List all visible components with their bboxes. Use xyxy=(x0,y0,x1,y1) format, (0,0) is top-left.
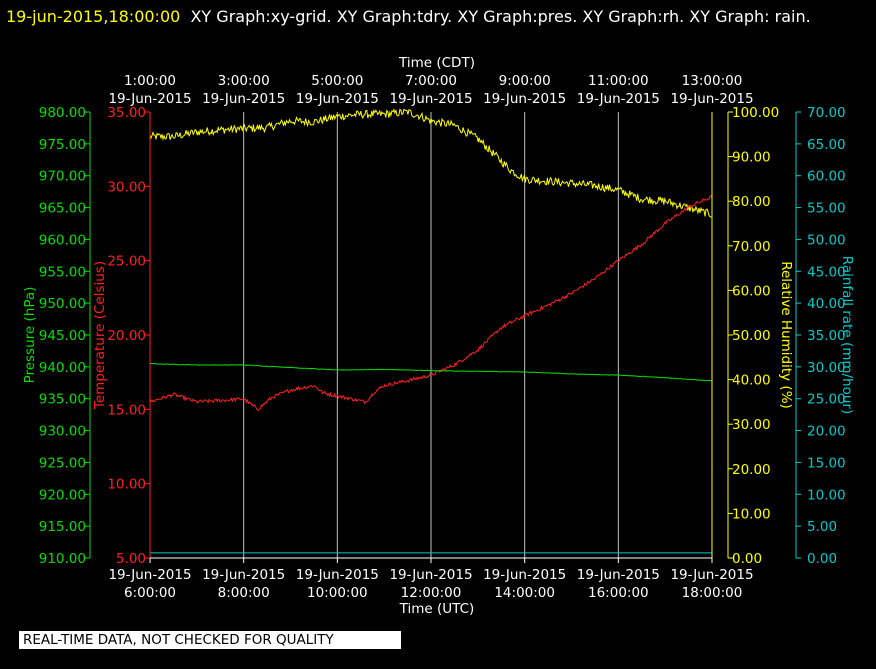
top-tick-date: 19-Jun-2015 xyxy=(202,91,285,107)
rain-axis-title: Rainfall rate (mm/hour) xyxy=(839,256,855,415)
rain-tick-label: 70.00 xyxy=(807,105,846,121)
rain-tick-label: 35.00 xyxy=(807,328,846,344)
top-tick-date: 19-Jun-2015 xyxy=(389,91,472,107)
bottom-tick-date: 19-Jun-2015 xyxy=(483,567,566,583)
grid-lines xyxy=(243,112,619,558)
bottom-tick-time: 6:00:00 xyxy=(124,585,176,601)
quality-warning-banner: REAL-TIME DATA, NOT CHECKED FOR QUALITY xyxy=(19,631,401,649)
graph-timestamp: 19-jun-2015,18:00:00 xyxy=(6,7,181,26)
top-tick-time: 7:00:00 xyxy=(405,73,457,89)
series-lines xyxy=(149,108,713,554)
top-tick-date: 19-Jun-2015 xyxy=(577,91,660,107)
rain-tick-label: 30.00 xyxy=(807,360,846,376)
rain-tick-label: 15.00 xyxy=(807,455,846,471)
top-tick-date: 19-Jun-2015 xyxy=(670,91,753,107)
rain-tick-label: 10.00 xyxy=(807,487,846,503)
rain-tick-label: 0.00 xyxy=(807,551,837,567)
humidity-tick-label: 80.00 xyxy=(732,194,771,210)
pressure-tick-label: 920.00 xyxy=(39,487,86,503)
graph-series-list: XY Graph:xy-grid. XY Graph:tdry. XY Grap… xyxy=(190,7,811,26)
humidity-tick-label: 70.00 xyxy=(732,239,771,255)
rain-tick-label: 45.00 xyxy=(807,264,846,280)
humidity-series-line xyxy=(149,108,712,218)
top-tick-date: 19-Jun-2015 xyxy=(483,91,566,107)
pressure-tick-label: 950.00 xyxy=(39,296,86,312)
bottom-tick-time: 10:00:00 xyxy=(307,585,368,601)
temperature-tick-label: 10.00 xyxy=(107,477,146,493)
pressure-tick-label: 960.00 xyxy=(39,232,86,248)
graph-title-bar: 19-jun-2015,18:00:00 XY Graph:xy-grid. X… xyxy=(6,2,866,31)
bottom-tick-date: 19-Jun-2015 xyxy=(108,567,191,583)
pressure-tick-label: 930.00 xyxy=(39,424,86,440)
top-tick-time: 1:00:00 xyxy=(124,73,176,89)
rain-tick-label: 60.00 xyxy=(807,169,846,185)
bottom-tick-time: 8:00:00 xyxy=(218,585,270,601)
pressure-tick-label: 935.00 xyxy=(39,392,86,408)
temperature-tick-label: 35.00 xyxy=(107,105,146,121)
humidity-tick-label: 50.00 xyxy=(732,328,771,344)
pressure-tick-label: 940.00 xyxy=(39,360,86,376)
bottom-tick-date: 19-Jun-2015 xyxy=(577,567,660,583)
rain-tick-label: 20.00 xyxy=(807,424,846,440)
rain-tick-label: 25.00 xyxy=(807,392,846,408)
temperature-series-line xyxy=(149,194,713,411)
humidity-axis-title: Relative Humidity (%) xyxy=(778,261,794,409)
pressure-axis-title: Pressure (hPa) xyxy=(22,287,38,384)
humidity-tick-label: 60.00 xyxy=(732,283,771,299)
rain-tick-label: 55.00 xyxy=(807,201,846,217)
rain-tick-label: 65.00 xyxy=(807,137,846,153)
bottom-tick-date: 19-Jun-2015 xyxy=(389,567,472,583)
top-axis-title: Time (CDT) xyxy=(398,55,475,71)
pressure-tick-label: 910.00 xyxy=(39,551,86,567)
rain-tick-label: 40.00 xyxy=(807,296,846,312)
temperature-tick-label: 20.00 xyxy=(107,328,146,344)
humidity-tick-label: 10.00 xyxy=(732,506,771,522)
humidity-tick-label: 90.00 xyxy=(732,150,771,166)
top-tick-date: 19-Jun-2015 xyxy=(296,91,379,107)
pressure-tick-label: 955.00 xyxy=(39,264,86,280)
bottom-tick-date: 19-Jun-2015 xyxy=(670,567,753,583)
bottom-axis-title: Time (UTC) xyxy=(399,601,475,617)
bottom-tick-date: 19-Jun-2015 xyxy=(296,567,379,583)
pressure-tick-label: 925.00 xyxy=(39,455,86,471)
top-tick-time: 11:00:00 xyxy=(588,73,649,89)
pressure-tick-label: 945.00 xyxy=(39,328,86,344)
top-tick-time: 13:00:00 xyxy=(682,73,743,89)
bottom-tick-time: 16:00:00 xyxy=(588,585,649,601)
pressure-tick-label: 965.00 xyxy=(39,201,86,217)
temperature-axis-title: Temperature (Celsius) xyxy=(92,261,108,410)
humidity-tick-label: 100.00 xyxy=(732,105,779,121)
humidity-tick-label: 20.00 xyxy=(732,462,771,478)
pressure-tick-label: 975.00 xyxy=(39,137,86,153)
bottom-tick-time: 14:00:00 xyxy=(494,585,555,601)
bottom-tick-date: 19-Jun-2015 xyxy=(202,567,285,583)
top-tick-time: 3:00:00 xyxy=(218,73,270,89)
axes: 1:00:00 19-Jun-2015 3:00:00 19-Jun-2015 5:00… xyxy=(22,73,855,601)
bottom-tick-time: 12:00:00 xyxy=(401,585,462,601)
temperature-tick-label: 15.00 xyxy=(107,402,146,418)
temperature-tick-label: 25.00 xyxy=(107,254,146,270)
top-tick-time: 5:00:00 xyxy=(311,73,363,89)
humidity-tick-label: 40.00 xyxy=(732,373,771,389)
rain-tick-label: 5.00 xyxy=(807,519,837,535)
bottom-tick-time: 18:00:00 xyxy=(682,585,743,601)
humidity-tick-label: 30.00 xyxy=(732,417,771,433)
pressure-series-line xyxy=(149,363,713,382)
pressure-tick-label: 980.00 xyxy=(39,105,86,121)
top-tick-time: 9:00:00 xyxy=(499,73,551,89)
temperature-tick-label: 30.00 xyxy=(107,179,146,195)
top-tick-date: 19-Jun-2015 xyxy=(108,91,191,107)
rain-tick-label: 50.00 xyxy=(807,232,846,248)
temperature-tick-label: 5.00 xyxy=(116,551,146,567)
pressure-tick-label: 970.00 xyxy=(39,169,86,185)
pressure-tick-label: 915.00 xyxy=(39,519,86,535)
humidity-tick-label: 0.00 xyxy=(732,551,762,567)
